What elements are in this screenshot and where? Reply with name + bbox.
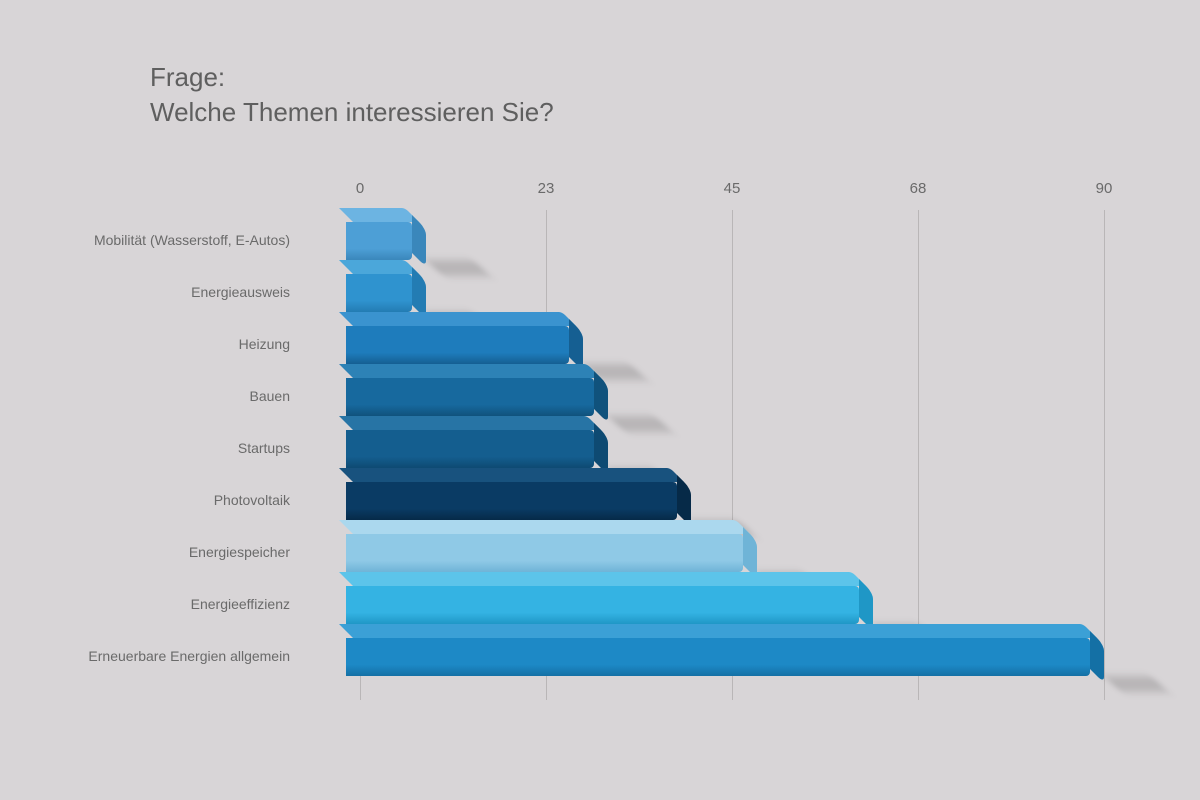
x-axis-tick-label: 68: [910, 180, 927, 197]
category-label: Erneuerbare Energien allgemein: [30, 648, 290, 664]
bar-chart: 0 23 45 68 90 Mobilität (Wasserstoff, E-Autos…: [0, 0, 1200, 800]
grid-line: [1104, 210, 1105, 700]
category-label: Photovoltaik: [30, 492, 290, 508]
x-axis-tick-label: 45: [724, 180, 741, 197]
x-axis-tick-label: 23: [538, 180, 555, 197]
x-axis-tick-label: 90: [1096, 180, 1113, 197]
category-label: Startups: [30, 440, 290, 456]
category-label: Energieausweis: [30, 284, 290, 300]
category-label: Heizung: [30, 336, 290, 352]
x-axis-tick-label: 0: [356, 180, 364, 197]
category-label: Energiespeicher: [30, 544, 290, 560]
category-label: Energieeffizienz: [30, 596, 290, 612]
category-label: Bauen: [30, 388, 290, 404]
category-label: Mobilität (Wasserstoff, E-Autos): [30, 232, 290, 248]
